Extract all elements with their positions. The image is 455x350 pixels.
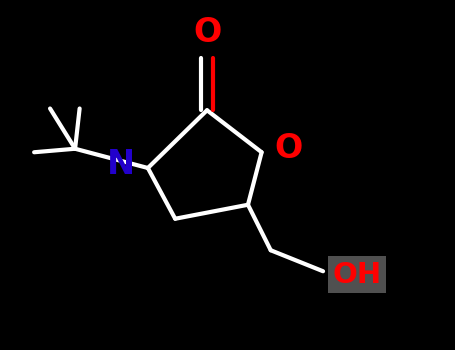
Text: O: O: [193, 16, 221, 49]
Text: OH: OH: [332, 261, 381, 289]
Text: N: N: [107, 148, 135, 181]
Text: O: O: [274, 132, 303, 165]
